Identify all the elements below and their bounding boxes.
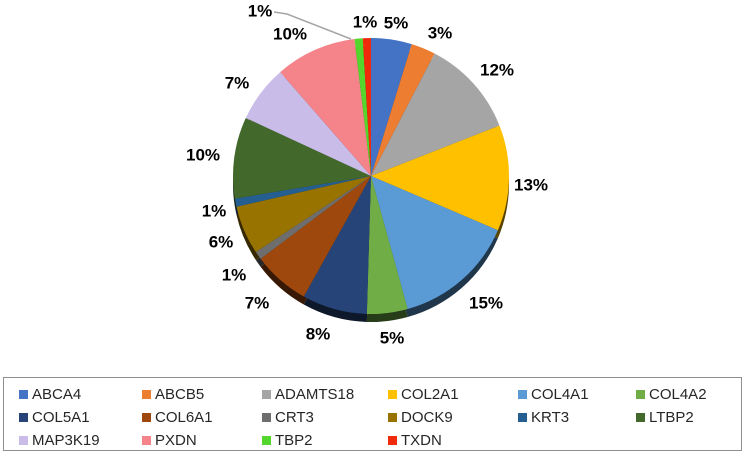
legend-swatch-COL4A1 [518, 390, 527, 399]
pie-slice-COL4A1 [371, 176, 498, 310]
leader-line-TBP2 [273, 11, 352, 40]
pie-slice-COL6A1 [260, 176, 371, 297]
legend-label: TXDN [401, 432, 442, 449]
slice-label-LTBP2: 10% [186, 146, 220, 165]
legend-label: ABCB5 [155, 386, 205, 403]
legend-swatch-TBP2 [262, 436, 271, 445]
legend-label: CRT3 [275, 409, 314, 426]
legend-item-COL4A1: COL4A1 [518, 383, 636, 406]
legend-swatch-ADAMTS18 [262, 390, 271, 399]
legend-item-KRT3: KRT3 [518, 406, 636, 429]
legend-swatch-COL4A2 [636, 390, 645, 399]
legend-item-COL2A1: COL2A1 [388, 383, 518, 406]
legend-label: ADAMTS18 [275, 386, 355, 403]
legend-item-PXDN: PXDN [142, 429, 262, 452]
legend-swatch-PXDN [142, 436, 151, 445]
legend-label: DOCK9 [401, 409, 453, 426]
slice-label-COL5A1: 8% [306, 325, 331, 344]
slice-label-TXDN: 1% [353, 13, 378, 32]
legend-label: PXDN [155, 432, 197, 449]
slice-label-ABCA4: 5% [384, 14, 409, 33]
legend-item-TBP2: TBP2 [262, 429, 388, 452]
slice-label-CRT3: 1% [222, 266, 247, 285]
pie-slice-ABCB5 [371, 44, 435, 176]
legend-swatch-ABCB5 [142, 390, 151, 399]
legend-item-CRT3: CRT3 [262, 406, 388, 429]
pie-slice-PXDN [280, 38, 371, 176]
pie-slice-TXDN [362, 38, 371, 176]
legend-swatch-KRT3 [518, 413, 527, 422]
slice-label-DOCK9: 6% [209, 233, 234, 252]
slice-label-ADAMTS18: 12% [480, 61, 514, 80]
legend-item-MAP3K19: MAP3K19 [19, 429, 142, 452]
legend-label: MAP3K19 [32, 432, 100, 449]
legend-label: COL5A1 [32, 409, 90, 426]
pie-chart: 5%3%12%13%15%5%8%7%1%6%1%10%7%10%1%1% [186, 2, 548, 348]
pie-slice-CRT3 [255, 176, 371, 259]
legend-label: ABCA4 [32, 386, 82, 403]
slice-label-ABCB5: 3% [428, 24, 453, 43]
pie-slice-COL5A1 [303, 176, 371, 314]
chart-legend: ABCA4 ABCB5 ADAMTS18 COL2A1 COL4A1 COL4A2 COL5… [3, 377, 742, 451]
slice-label-TBP2: 1% [248, 2, 273, 21]
pie-slice-MAP3K19 [245, 72, 371, 176]
slice-label-PXDN: 10% [273, 25, 307, 44]
legend-item-COL6A1: COL6A1 [142, 406, 262, 429]
pie-slice-COL2A1 [371, 125, 509, 231]
legend-label: LTBP2 [649, 409, 694, 426]
slice-label-MAP3K19: 7% [225, 74, 250, 93]
legend-item-DOCK9: DOCK9 [388, 406, 518, 429]
legend-swatch-CRT3 [262, 413, 271, 422]
legend-label: COL2A1 [401, 386, 459, 403]
slice-label-COL4A1: 15% [469, 294, 503, 313]
slice-label-COL2A1: 13% [514, 176, 548, 195]
legend-swatch-MAP3K19 [19, 436, 28, 445]
legend-item-TXDN: TXDN [388, 429, 518, 452]
slice-label-KRT3: 1% [202, 202, 227, 221]
legend-swatch-TXDN [388, 436, 397, 445]
legend-swatch-DOCK9 [388, 413, 397, 422]
pie-slice-LTBP2 [232, 117, 371, 199]
legend-swatch-COL6A1 [142, 413, 151, 422]
pie-slice-COL4A2 [366, 176, 408, 315]
legend-label: COL4A2 [649, 386, 707, 403]
legend-item-COL5A1: COL5A1 [19, 406, 142, 429]
legend-item-ADAMTS18: ADAMTS18 [262, 383, 388, 406]
legend-label: TBP2 [275, 432, 313, 449]
pie-slice-DOCK9 [236, 176, 371, 253]
legend-swatch-ABCA4 [19, 390, 28, 399]
legend-label: COL4A1 [531, 386, 589, 403]
legend-swatch-COL5A1 [19, 413, 28, 422]
legend-item-ABCB5: ABCB5 [142, 383, 262, 406]
pie-slice-KRT3 [234, 176, 371, 207]
slice-label-COL4A2: 5% [380, 329, 405, 348]
legend-swatch-LTBP2 [636, 413, 645, 422]
legend-item-ABCA4: ABCA4 [19, 383, 142, 406]
slice-label-COL6A1: 7% [245, 294, 270, 313]
legend-swatch-COL2A1 [388, 390, 397, 399]
legend-label: COL6A1 [155, 409, 213, 426]
legend-label: KRT3 [531, 409, 570, 426]
pie-slice-ABCA4 [371, 37, 412, 176]
legend-item-LTBP2: LTBP2 [636, 406, 741, 429]
pie-slice-TBP2 [354, 38, 371, 176]
legend-item-COL4A2: COL4A2 [636, 383, 741, 406]
pie-slice-ADAMTS18 [371, 53, 500, 177]
